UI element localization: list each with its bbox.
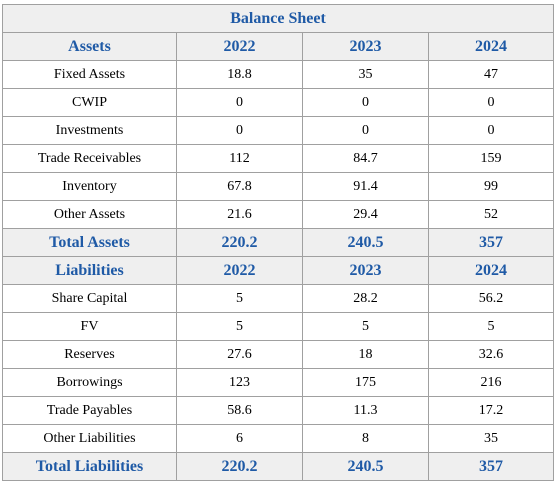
cell-value: 67.8 xyxy=(176,172,303,201)
row-label: Share Capital xyxy=(2,284,177,313)
cell-value: 0 xyxy=(302,116,429,145)
total-label: Total Liabilities xyxy=(2,452,177,481)
cell-value: 58.6 xyxy=(176,396,303,425)
year-header: 2024 xyxy=(427,32,555,61)
cell-value: 18 xyxy=(302,340,429,369)
table-row: Trade Payables 58.6 11.3 17.2 xyxy=(2,396,555,425)
table-row: Other Assets 21.6 29.4 52 xyxy=(2,200,555,229)
cell-value: 0 xyxy=(176,88,303,117)
table-row: FV 5 5 5 xyxy=(2,312,555,341)
cell-value: 175 xyxy=(302,368,429,397)
cell-value: 5 xyxy=(176,284,303,313)
cell-value: 5 xyxy=(427,312,555,341)
total-value: 240.5 xyxy=(302,452,429,481)
cell-value: 35 xyxy=(302,60,429,89)
row-label: Investments xyxy=(2,116,177,145)
row-label: Trade Payables xyxy=(2,396,177,425)
cell-value: 18.8 xyxy=(176,60,303,89)
cell-value: 11.3 xyxy=(302,396,429,425)
table-row: Investments 0 0 0 xyxy=(2,116,555,145)
total-label: Total Assets xyxy=(2,228,177,257)
cell-value: 5 xyxy=(176,312,303,341)
table-row: Borrowings 123 175 216 xyxy=(2,368,555,397)
cell-value: 216 xyxy=(427,368,555,397)
table-row: Fixed Assets 18.8 35 47 xyxy=(2,60,555,89)
cell-value: 0 xyxy=(302,88,429,117)
total-value: 357 xyxy=(427,228,555,257)
year-header: 2023 xyxy=(302,32,429,61)
row-label: CWIP xyxy=(2,88,177,117)
cell-value: 17.2 xyxy=(427,396,555,425)
cell-value: 123 xyxy=(176,368,303,397)
table-row: Trade Receivables 112 84.7 159 xyxy=(2,144,555,173)
cell-value: 0 xyxy=(176,116,303,145)
total-value: 357 xyxy=(427,452,555,481)
assets-header-row: Assets 2022 2023 2024 xyxy=(2,32,555,61)
total-assets-row: Total Assets 220.2 240.5 357 xyxy=(2,228,555,257)
cell-value: 35 xyxy=(427,424,555,453)
total-value: 240.5 xyxy=(302,228,429,257)
cell-value: 27.6 xyxy=(176,340,303,369)
year-header: 2022 xyxy=(176,32,303,61)
row-label: Trade Receivables xyxy=(2,144,177,173)
table-row: Share Capital 5 28.2 56.2 xyxy=(2,284,555,313)
cell-value: 8 xyxy=(302,424,429,453)
cell-value: 159 xyxy=(427,144,555,173)
row-label: Inventory xyxy=(2,172,177,201)
year-header: 2023 xyxy=(302,256,429,285)
cell-value: 52 xyxy=(427,200,555,229)
cell-value: 28.2 xyxy=(302,284,429,313)
table-row: Other Liabilities 6 8 35 xyxy=(2,424,555,453)
cell-value: 84.7 xyxy=(302,144,429,173)
total-value: 220.2 xyxy=(176,452,303,481)
table-row: Reserves 27.6 18 32.6 xyxy=(2,340,555,369)
table-title: Balance Sheet xyxy=(1,4,555,33)
total-liabilities-row: Total Liabilities 220.2 240.5 357 xyxy=(2,452,555,481)
row-label: Other Liabilities xyxy=(2,424,177,453)
row-label: FV xyxy=(2,312,177,341)
cell-value: 21.6 xyxy=(176,200,303,229)
cell-value: 6 xyxy=(176,424,303,453)
cell-value: 29.4 xyxy=(302,200,429,229)
balance-sheet-table: Balance Sheet Assets 2022 2023 2024 Fixe… xyxy=(1,4,555,481)
cell-value: 91.4 xyxy=(302,172,429,201)
cell-value: 112 xyxy=(176,144,303,173)
total-value: 220.2 xyxy=(176,228,303,257)
cell-value: 5 xyxy=(302,312,429,341)
liabilities-header-row: Liabilities 2022 2023 2024 xyxy=(2,256,555,285)
assets-header: Assets xyxy=(2,32,177,61)
row-label: Fixed Assets xyxy=(2,60,177,89)
year-header: 2024 xyxy=(427,256,555,285)
table-row: CWIP 0 0 0 xyxy=(2,88,555,117)
table-row: Inventory 67.8 91.4 99 xyxy=(2,172,555,201)
row-label: Borrowings xyxy=(2,368,177,397)
cell-value: 47 xyxy=(427,60,555,89)
cell-value: 56.2 xyxy=(427,284,555,313)
cell-value: 32.6 xyxy=(427,340,555,369)
cell-value: 0 xyxy=(427,88,555,117)
row-label: Reserves xyxy=(2,340,177,369)
title-row: Balance Sheet xyxy=(1,4,555,33)
cell-value: 99 xyxy=(427,172,555,201)
row-label: Other Assets xyxy=(2,200,177,229)
liabilities-header: Liabilities xyxy=(2,256,177,285)
cell-value: 0 xyxy=(427,116,555,145)
year-header: 2022 xyxy=(176,256,303,285)
